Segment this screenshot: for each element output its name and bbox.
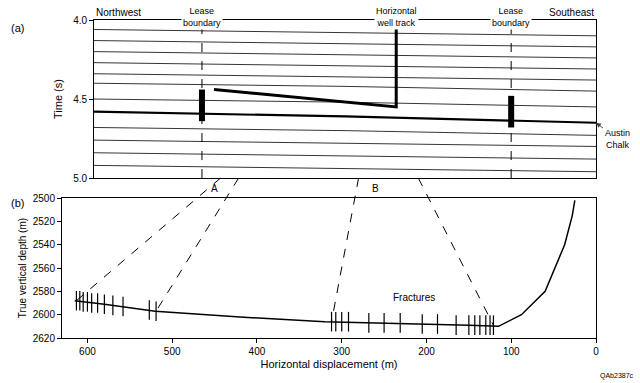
svg-text:Time (s): Time (s) xyxy=(52,79,64,119)
svg-text:True vertical depth (m): True vertical depth (m) xyxy=(17,218,28,318)
svg-text:2500: 2500 xyxy=(33,193,56,204)
svg-text:AustinChalk: AustinChalk xyxy=(605,128,630,150)
svg-text:(b): (b) xyxy=(11,197,24,209)
svg-text:QAb2387c: QAb2387c xyxy=(600,372,634,380)
svg-text:0: 0 xyxy=(593,346,599,357)
svg-text:Fractures: Fractures xyxy=(393,292,435,303)
svg-text:(a): (a) xyxy=(11,22,24,34)
svg-text:2520: 2520 xyxy=(33,216,56,227)
svg-text:4.0: 4.0 xyxy=(73,15,87,26)
svg-text:2580: 2580 xyxy=(33,286,56,297)
svg-text:B: B xyxy=(372,183,379,194)
svg-text:Horizontalwell track: Horizontalwell track xyxy=(376,6,417,28)
svg-text:600: 600 xyxy=(79,346,96,357)
svg-text:2620: 2620 xyxy=(33,333,56,344)
svg-text:4.5: 4.5 xyxy=(73,94,87,105)
svg-text:300: 300 xyxy=(333,346,350,357)
svg-text:Leaseboundary: Leaseboundary xyxy=(492,6,530,28)
svg-text:5.0: 5.0 xyxy=(73,173,87,184)
svg-text:200: 200 xyxy=(418,346,435,357)
svg-text:2560: 2560 xyxy=(33,263,56,274)
svg-text:Southeast: Southeast xyxy=(549,7,594,18)
svg-text:400: 400 xyxy=(249,346,266,357)
svg-text:A: A xyxy=(211,183,218,194)
svg-text:Leaseboundary: Leaseboundary xyxy=(183,6,221,28)
svg-text:2540: 2540 xyxy=(33,239,56,250)
svg-text:Northwest: Northwest xyxy=(96,7,141,18)
svg-text:500: 500 xyxy=(164,346,181,357)
svg-text:2600: 2600 xyxy=(33,309,56,320)
svg-text:100: 100 xyxy=(503,346,520,357)
svg-text:Horizontal displacement (m): Horizontal displacement (m) xyxy=(261,358,398,370)
